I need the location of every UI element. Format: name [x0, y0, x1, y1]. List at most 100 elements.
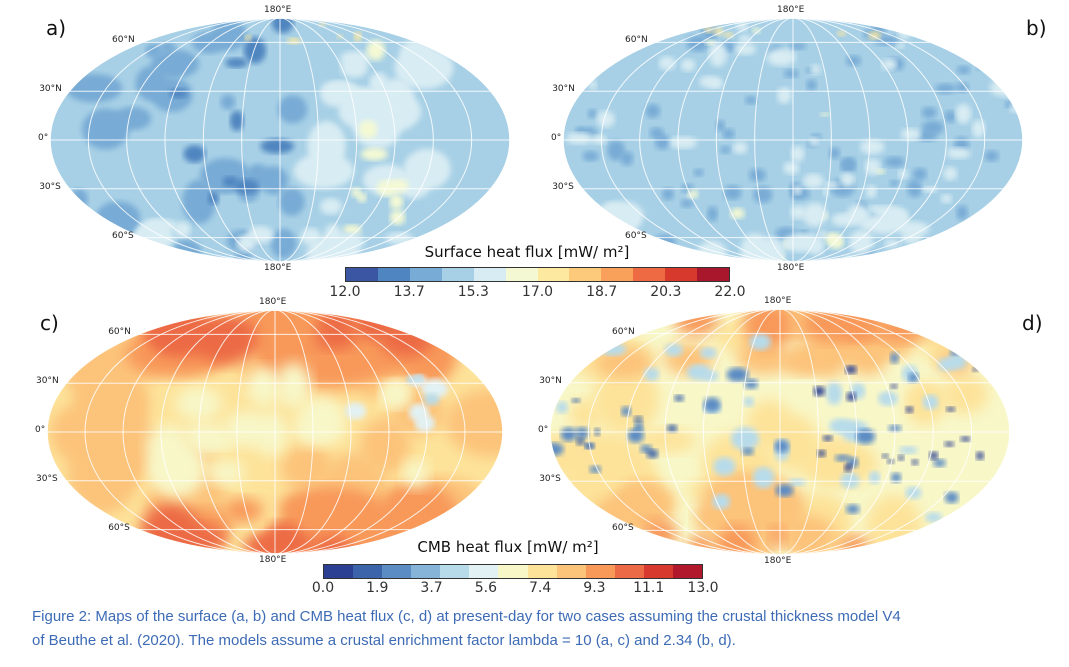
panel-label-c: c)	[40, 311, 59, 335]
heat-flux-patch	[207, 460, 245, 486]
heat-flux-patch	[925, 512, 942, 523]
heat-flux-patch	[881, 453, 889, 459]
heat-flux-patch	[649, 127, 664, 139]
heat-flux-patch	[280, 444, 334, 491]
grid-label-top: 180°E	[777, 5, 805, 15]
heat-flux-patch	[366, 39, 385, 61]
grid-label-lat-60s: 60°S	[108, 522, 130, 533]
heat-flux-patch	[596, 110, 615, 128]
heat-flux-patch	[944, 441, 955, 447]
heat-flux-patch	[182, 179, 216, 224]
heat-flux-patch	[900, 128, 922, 141]
heat-flux-patch	[956, 205, 968, 221]
heat-flux-patch	[669, 136, 698, 149]
heat-flux-patch	[662, 187, 674, 201]
heat-flux-patch	[664, 343, 683, 357]
colorbar-swatch	[643, 565, 673, 578]
colorbar-swatch	[537, 268, 570, 281]
heat-flux-patch	[388, 178, 409, 193]
heat-flux-patch	[813, 386, 826, 397]
heat-flux-patch	[715, 119, 725, 132]
heat-flux-patch	[736, 340, 791, 375]
cmb-colorbar-title: CMB heat flux [mW/ m²]	[417, 538, 599, 556]
colorbar-tick-label: 0.0	[311, 580, 335, 596]
heat-flux-patch	[875, 169, 886, 175]
heat-flux-patch	[633, 416, 643, 423]
heat-flux-patch	[674, 309, 718, 336]
colorbar-swatch	[411, 565, 441, 578]
colorbar-swatch	[556, 565, 586, 578]
heat-flux-patch	[140, 503, 201, 554]
heat-flux-patch	[955, 82, 969, 93]
colorbar-tick-label: 7.4	[529, 580, 552, 596]
heat-flux-patch	[576, 437, 585, 446]
heat-flux-patch	[946, 147, 971, 159]
heat-flux-patch	[377, 107, 399, 127]
heat-flux-patch	[911, 459, 919, 465]
heat-flux-patch	[783, 161, 800, 175]
map-d	[550, 309, 1010, 555]
heat-flux-patch	[336, 34, 343, 39]
grid-label-bottom: 180°E	[777, 263, 805, 273]
heat-flux-patch	[246, 226, 274, 244]
heat-flux-patch	[277, 95, 308, 124]
heat-flux-patch	[389, 193, 404, 210]
heat-flux-patch	[944, 491, 959, 504]
heat-flux-patch	[921, 106, 937, 119]
colorbar-swatch	[473, 268, 506, 281]
heat-flux-patch	[744, 95, 758, 105]
heat-flux-patch	[634, 421, 644, 433]
heat-flux-patch	[788, 478, 806, 487]
heat-flux-patch	[956, 65, 971, 75]
heat-flux-patch	[743, 396, 755, 407]
heat-flux-patch	[889, 383, 898, 389]
heat-flux-patch	[774, 439, 790, 453]
heat-flux-patch	[840, 172, 855, 188]
colorbar-swatch	[382, 565, 412, 578]
heat-flux-patch	[643, 367, 660, 381]
heat-flux-patch	[849, 229, 873, 255]
heat-flux-patch	[555, 401, 568, 414]
heat-flux-patch	[886, 459, 895, 464]
heat-flux-patch	[385, 232, 413, 245]
heat-flux-patch	[582, 150, 599, 162]
heat-flux-patch	[868, 471, 881, 485]
heat-flux-patch	[922, 394, 939, 410]
heat-flux-patch	[360, 147, 388, 161]
heat-flux-patch	[868, 31, 881, 40]
surface-colorbar	[345, 267, 730, 282]
heat-flux-patch	[723, 185, 742, 200]
heat-flux-patch	[565, 132, 594, 145]
heat-flux-patch	[341, 86, 380, 106]
heat-flux-patch	[222, 176, 239, 188]
heat-flux-patch	[838, 322, 882, 342]
heat-flux-patch	[345, 402, 367, 420]
map-outline	[562, 17, 1024, 263]
colorbar-tick-label: 20.3	[650, 284, 682, 300]
heat-flux-patch	[674, 394, 685, 402]
heat-flux-patch	[680, 58, 696, 72]
heat-flux-patch	[151, 443, 206, 497]
grid-label-lat-0: 0°	[35, 425, 46, 435]
heat-flux-patch	[703, 397, 721, 413]
heat-flux-patch	[844, 463, 853, 472]
heat-flux-patch	[934, 83, 957, 94]
heat-flux-patch	[730, 207, 745, 219]
heat-flux-patch	[299, 396, 344, 437]
heat-flux-patch	[840, 472, 860, 489]
heat-flux-patch	[820, 112, 830, 117]
heat-flux-patch	[592, 363, 660, 435]
heat-flux-patch	[195, 434, 237, 450]
heat-flux-patch	[183, 145, 206, 163]
heat-flux-patch	[76, 369, 143, 442]
caption-line-2: of Beuthe et al. (2020). The models assu…	[32, 632, 736, 649]
heat-flux-patch	[846, 392, 857, 402]
colorbar-tick-label: 13.7	[393, 284, 425, 300]
heat-flux-patch	[749, 333, 772, 351]
heat-flux-patch	[653, 234, 676, 251]
heat-flux-patch	[645, 103, 661, 119]
heat-flux-patch	[415, 373, 424, 384]
heat-flux-patch	[866, 185, 877, 199]
heat-flux-patch	[389, 209, 406, 225]
